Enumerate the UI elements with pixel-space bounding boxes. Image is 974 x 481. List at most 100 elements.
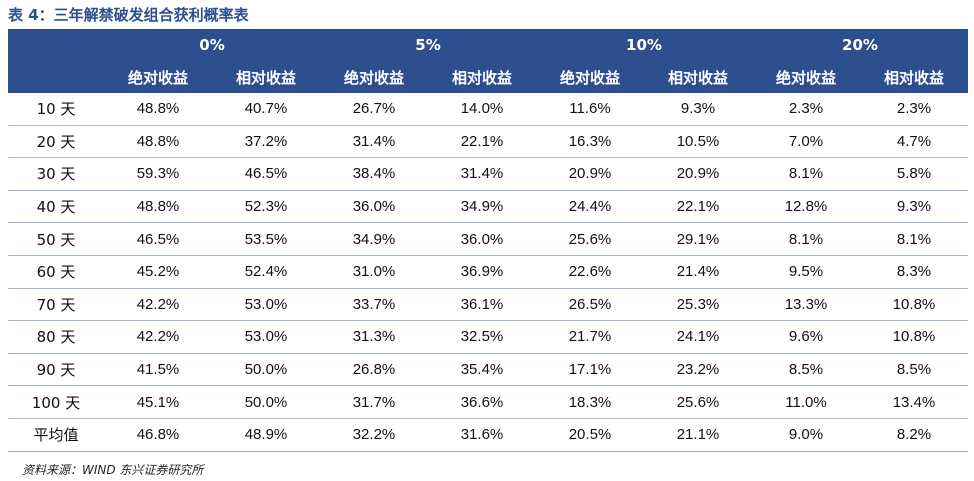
value-cell: 24.1%: [644, 320, 752, 354]
value-cell: 31.6%: [428, 418, 536, 452]
value-cell: 9.5%: [752, 255, 860, 289]
value-cell: 25.6%: [536, 222, 644, 256]
value-cell: 8.1%: [860, 222, 968, 256]
value-cell: 48.8%: [104, 190, 212, 224]
table-row: 平均值 46.8% 48.9% 32.2% 31.6% 20.5% 21.1% 9.0% 8.2…: [8, 418, 968, 452]
table-row: 40 天 48.8% 52.3% 36.0% 34.9% 24.4% 22.1% 12.8% 9…: [8, 190, 968, 224]
group-header: 5%: [320, 29, 536, 61]
column-header: 绝对收益: [536, 61, 644, 93]
value-cell: 11.6%: [536, 93, 644, 126]
table-row: 30 天 59.3% 46.5% 38.4% 31.4% 20.9% 20.9% 8.1% 5.…: [8, 157, 968, 191]
value-cell: 46.8%: [104, 418, 212, 452]
value-cell: 20.9%: [536, 157, 644, 191]
value-cell: 17.1%: [536, 353, 644, 387]
row-label: 20 天: [8, 125, 104, 159]
value-cell: 42.2%: [104, 320, 212, 354]
value-cell: 36.0%: [428, 222, 536, 256]
value-cell: 8.3%: [860, 255, 968, 289]
value-cell: 48.9%: [212, 418, 320, 452]
value-cell: 22.6%: [536, 255, 644, 289]
value-cell: 32.2%: [320, 418, 428, 452]
row-label: 50 天: [8, 222, 104, 256]
value-cell: 21.4%: [644, 255, 752, 289]
value-cell: 36.6%: [428, 385, 536, 419]
value-cell: 48.8%: [104, 93, 212, 126]
value-cell: 52.4%: [212, 255, 320, 289]
value-cell: 45.2%: [104, 255, 212, 289]
value-cell: 23.2%: [644, 353, 752, 387]
value-cell: 8.5%: [860, 353, 968, 387]
column-header: 相对收益: [428, 61, 536, 93]
table-row: 80 天 42.2% 53.0% 31.3% 32.5% 21.7% 24.1% 9.6% 10…: [8, 320, 968, 354]
group-header: 10%: [536, 29, 752, 61]
value-cell: 10.8%: [860, 288, 968, 322]
value-cell: 31.7%: [320, 385, 428, 419]
table-row: 100 天 45.1% 50.0% 31.7% 36.6% 18.3% 25.6% 11.0%…: [8, 385, 968, 419]
column-header: 绝对收益: [752, 61, 860, 93]
row-label: 90 天: [8, 353, 104, 387]
value-cell: 35.4%: [428, 353, 536, 387]
value-cell: 20.9%: [644, 157, 752, 191]
value-cell: 34.9%: [320, 222, 428, 256]
value-cell: 25.6%: [644, 385, 752, 419]
value-cell: 13.4%: [860, 385, 968, 419]
table-title: 表 4：三年解禁破发组合获利概率表: [8, 6, 249, 24]
value-cell: 11.0%: [752, 385, 860, 419]
column-header: 绝对收益: [320, 61, 428, 93]
value-cell: 7.0%: [752, 125, 860, 159]
value-cell: 50.0%: [212, 353, 320, 387]
table-row: 20 天 48.8% 37.2% 31.4% 22.1% 16.3% 10.5% 7.0% 4.…: [8, 125, 968, 159]
value-cell: 41.5%: [104, 353, 212, 387]
row-label: 平均值: [8, 418, 104, 452]
value-cell: 33.7%: [320, 288, 428, 322]
value-cell: 31.4%: [428, 157, 536, 191]
value-cell: 12.8%: [752, 190, 860, 224]
value-cell: 31.3%: [320, 320, 428, 354]
row-label: 40 天: [8, 190, 104, 224]
value-cell: 45.1%: [104, 385, 212, 419]
group-header: 20%: [752, 29, 968, 61]
value-cell: 10.8%: [860, 320, 968, 354]
value-cell: 21.1%: [644, 418, 752, 452]
table-row: 60 天 45.2% 52.4% 31.0% 36.9% 22.6% 21.4% 9.5% 8.…: [8, 255, 968, 289]
value-cell: 36.0%: [320, 190, 428, 224]
value-cell: 14.0%: [428, 93, 536, 126]
column-header: 相对收益: [644, 61, 752, 93]
value-cell: 42.2%: [104, 288, 212, 322]
table-header: 0% 5% 10% 20% 绝对收益 相对收益 绝对收益 相对收益 绝对收益 相对收益 绝对收益 相对…: [8, 29, 968, 93]
row-label: 80 天: [8, 320, 104, 354]
value-cell: 52.3%: [212, 190, 320, 224]
value-cell: 48.8%: [104, 125, 212, 159]
value-cell: 8.1%: [752, 222, 860, 256]
value-cell: 37.2%: [212, 125, 320, 159]
row-label: 10 天: [8, 93, 104, 126]
value-cell: 21.7%: [536, 320, 644, 354]
value-cell: 53.5%: [212, 222, 320, 256]
table-row: 70 天 42.2% 53.0% 33.7% 36.1% 26.5% 25.3% 13.3% 1…: [8, 288, 968, 322]
table-row: 50 天 46.5% 53.5% 34.9% 36.0% 25.6% 29.1% 8.1% 8.…: [8, 222, 968, 256]
group-header: 0%: [104, 29, 320, 61]
value-cell: 31.4%: [320, 125, 428, 159]
value-cell: 8.1%: [752, 157, 860, 191]
row-label: 100 天: [8, 385, 104, 419]
value-cell: 9.6%: [752, 320, 860, 354]
value-cell: 24.4%: [536, 190, 644, 224]
column-header: 相对收益: [212, 61, 320, 93]
source-note: 资料来源：WIND 东兴证券研究所: [22, 463, 204, 477]
table-row: 90 天 41.5% 50.0% 26.8% 35.4% 17.1% 23.2% 8.5% 8.…: [8, 353, 968, 387]
value-cell: 46.5%: [212, 157, 320, 191]
value-cell: 53.0%: [212, 288, 320, 322]
value-cell: 18.3%: [536, 385, 644, 419]
value-cell: 8.5%: [752, 353, 860, 387]
value-cell: 9.0%: [752, 418, 860, 452]
row-label: 70 天: [8, 288, 104, 322]
column-header: 绝对收益: [104, 61, 212, 93]
value-cell: 46.5%: [104, 222, 212, 256]
value-cell: 16.3%: [536, 125, 644, 159]
value-cell: 32.5%: [428, 320, 536, 354]
value-cell: 9.3%: [860, 190, 968, 224]
data-table: 0% 5% 10% 20% 绝对收益 相对收益 绝对收益 相对收益 绝对收益 相对收益 绝对收益 相对…: [8, 29, 968, 452]
value-cell: 10.5%: [644, 125, 752, 159]
value-cell: 9.3%: [644, 93, 752, 126]
